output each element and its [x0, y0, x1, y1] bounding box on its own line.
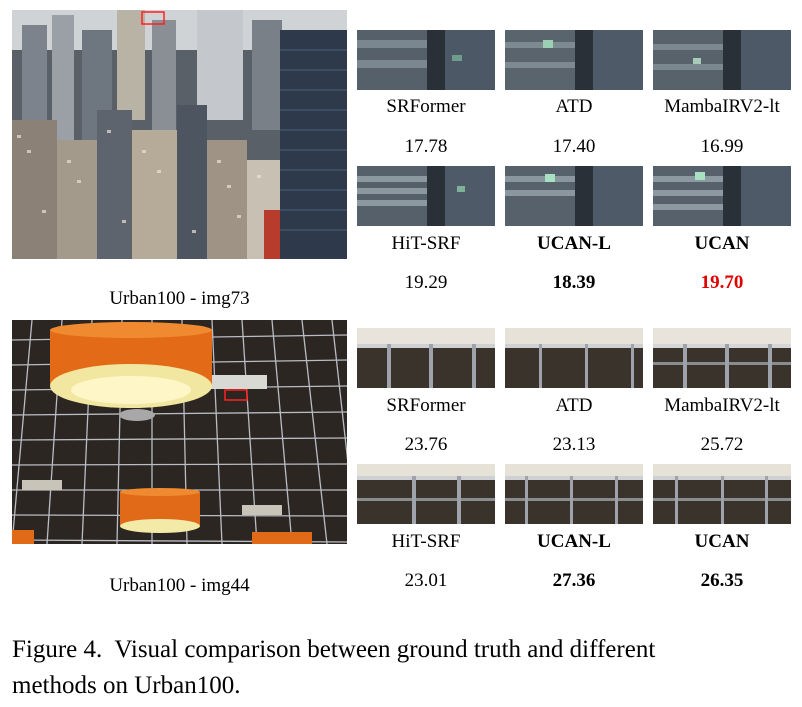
- psnr-value: 23.13: [552, 434, 596, 455]
- psnr-value: 26.35: [700, 570, 744, 591]
- psnr-value: 19.29: [404, 272, 448, 293]
- city-photo: [12, 10, 347, 259]
- psnr-value: 23.76: [404, 434, 448, 455]
- method-name: ATD: [555, 96, 593, 117]
- method-name: MambaIRV2-lt: [664, 395, 780, 416]
- image-label: Urban100 - img73: [109, 288, 250, 309]
- crop-mambairv2-img44: [653, 328, 791, 388]
- crop-mambairv2-img73: [653, 30, 791, 90]
- method-name: UCAN: [694, 531, 750, 552]
- psnr-value-best: 19.70: [700, 272, 744, 293]
- psnr-value: 27.36: [552, 570, 596, 591]
- image-urban100-img44: [11, 319, 358, 545]
- caption-line-2: methods on Urban100.: [12, 672, 241, 699]
- selection-box: [141, 11, 165, 25]
- image-label: Urban100 - img44: [109, 575, 250, 596]
- method-name: ATD: [555, 395, 593, 416]
- psnr-value: 25.72: [700, 434, 744, 455]
- psnr-value: 23.01: [404, 570, 448, 591]
- ceiling-photo: [11, 319, 358, 545]
- crop-ucan-img44: [653, 464, 791, 524]
- crop-ucanl-img73: [505, 166, 643, 226]
- method-name: UCAN-L: [537, 531, 611, 552]
- method-name: UCAN-L: [537, 233, 611, 254]
- crop-atd-img73: [505, 30, 643, 90]
- crop-hitsrf-img73: [357, 166, 495, 226]
- method-name: HiT-SRF: [391, 233, 461, 254]
- psnr-value: 18.39: [552, 272, 596, 293]
- crop-ucanl-img44: [505, 464, 643, 524]
- method-name: SRFormer: [386, 395, 466, 416]
- psnr-value: 17.78: [404, 136, 448, 157]
- crop-ucan-img73: [653, 166, 791, 226]
- psnr-value: 16.99: [700, 136, 744, 157]
- method-name: HiT-SRF: [391, 531, 461, 552]
- caption-line-1: Figure 4. Visual comparison between grou…: [12, 636, 656, 663]
- crop-srformer-img44: [357, 328, 495, 388]
- figure-caption: Figure 4. Visual comparison between grou…: [12, 632, 797, 704]
- selection-box: [224, 389, 248, 401]
- crop-hitsrf-img44: [357, 464, 495, 524]
- method-name: UCAN: [694, 233, 750, 254]
- method-name: MambaIRV2-lt: [664, 96, 780, 117]
- crop-srformer-img73: [357, 30, 495, 90]
- image-urban100-img73: [12, 10, 347, 259]
- psnr-value: 17.40: [552, 136, 596, 157]
- method-name: SRFormer: [386, 96, 466, 117]
- crop-atd-img44: [505, 328, 643, 388]
